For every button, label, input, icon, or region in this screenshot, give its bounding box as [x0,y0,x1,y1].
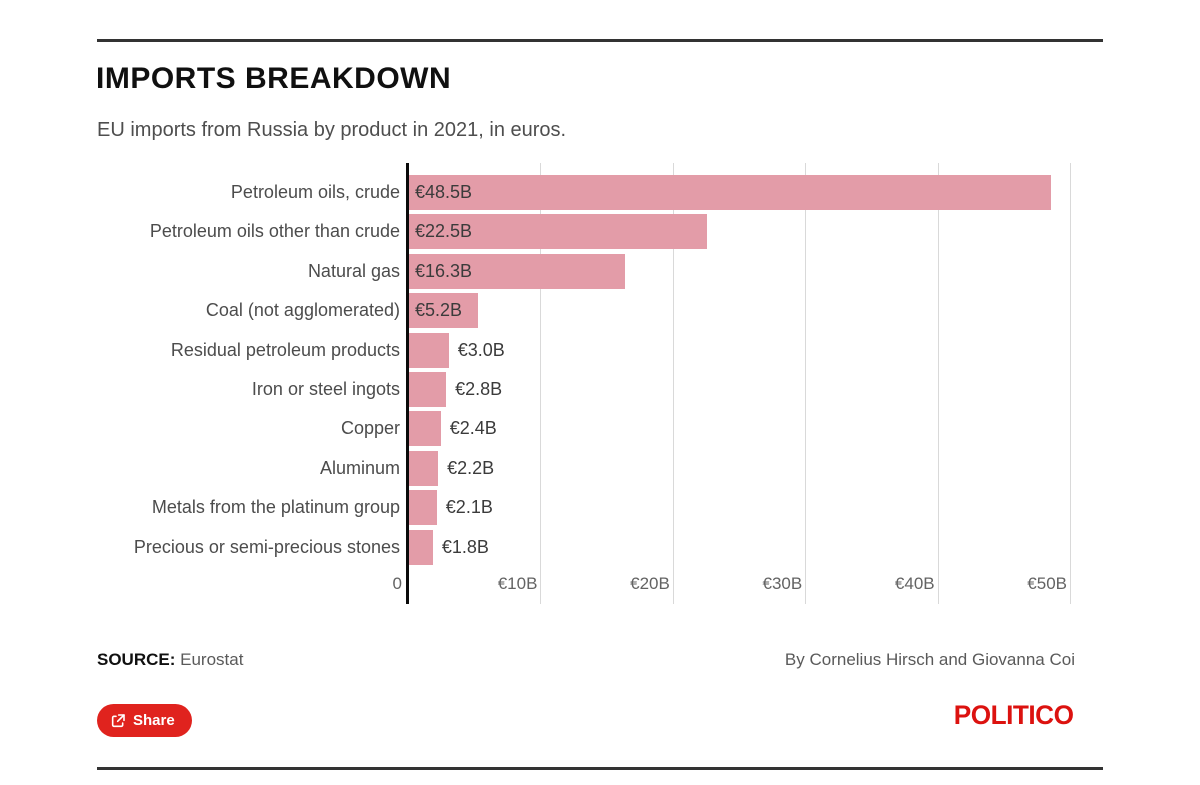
value-label: €22.5B [415,221,473,242]
value-label: €5.2B [415,300,463,321]
x-tick-label: €20B [630,574,670,593]
value-label: €2.4B [449,418,497,439]
y-axis-line [406,163,409,604]
value-label: €48.5B [415,182,473,202]
share-button-label: Share [133,712,175,729]
bottom-divider [97,767,1103,770]
source-value: Eurostat [180,650,244,669]
value-label: €2.1B [445,497,493,518]
category-label: Petroleum oils, crude [230,182,400,202]
bar [409,529,433,565]
source-label: SOURCE: [97,650,176,669]
top-divider [97,39,1103,42]
category-label: Metals from the platinum group [151,497,400,518]
category-label: Natural gas [307,260,400,281]
gridline [672,163,674,604]
category-label: Coal (not agglomerated) [205,300,400,321]
x-tick-label: €40B [894,574,935,593]
category-label: Aluminum [319,457,400,478]
bar [409,372,447,407]
category-label: Precious or semi-precious stones [133,536,400,557]
x-tick-label: €10B [497,574,538,593]
bar [409,490,437,526]
value-label: €1.8B [441,536,489,557]
gridline [937,163,939,604]
x-tick-label: €30B [762,574,803,593]
share-icon [111,713,125,727]
bar [409,214,707,250]
value-label: €2.8B [455,379,503,399]
bar [409,450,439,486]
source-line: SOURCE: Eurostat [97,650,243,670]
chart-subtitle: EU imports from Russia by product in 202… [97,119,567,141]
bar [409,411,441,447]
category-label: Residual petroleum products [170,339,400,360]
value-label: €2.2B [447,457,495,478]
politico-logo: POLITICO [953,700,1073,730]
bar [409,332,449,368]
byline: By Cornelius Hirsch and Giovanna Coi [784,650,1075,669]
gridline [805,163,807,604]
value-label: €16.3B [415,260,473,281]
share-button[interactable]: Share [97,704,192,737]
value-label: €3.0B [457,339,505,360]
page-title: IMPORTS BREAKDOWN [96,62,452,95]
bar [409,293,478,329]
category-label: Copper [340,418,400,439]
x-tick-label: €50B [1027,574,1067,593]
category-label: Iron or steel ingots [251,379,400,399]
bar [409,253,625,289]
category-label: Petroleum oils other than crude [149,221,400,242]
x-tick-label: 0 [392,574,402,593]
gridline [1070,163,1071,604]
gridline [540,163,542,604]
bar [409,175,1052,210]
